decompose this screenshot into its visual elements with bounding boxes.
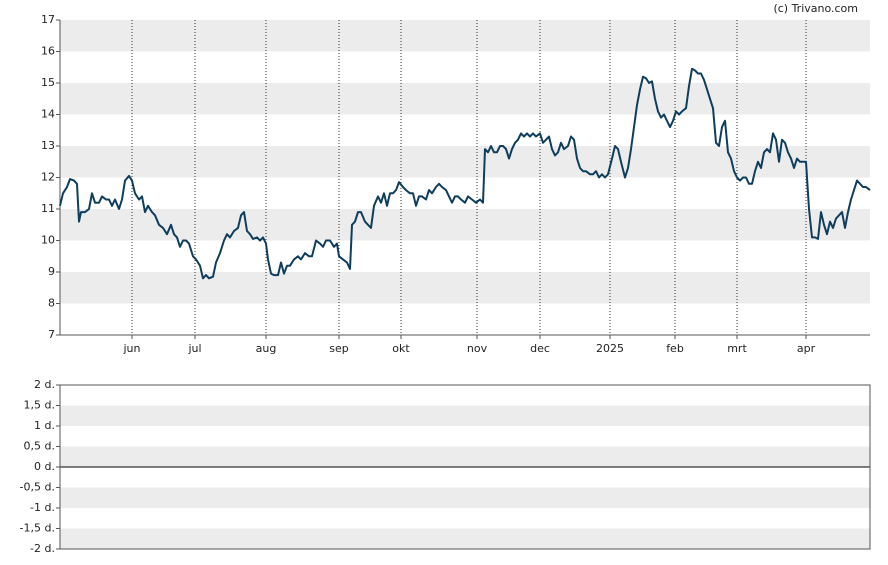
y-tick-label: -0,5 d.	[20, 481, 55, 494]
grid-band	[60, 528, 870, 549]
y-tick-label: 12	[41, 171, 55, 184]
x-tick-label: 2025	[596, 342, 624, 355]
y-tick-label: 17	[41, 13, 55, 26]
y-tick-label: 11	[41, 202, 55, 215]
y-tick-label: 13	[41, 139, 55, 152]
y-tick-label: 0,5 d.	[24, 440, 55, 453]
y-tick-label: 1 d.	[34, 419, 55, 432]
y-tick-label: 15	[41, 76, 55, 89]
attribution: (c) Trivano.com	[773, 2, 858, 15]
y-tick-label: 14	[41, 108, 55, 121]
grid-band	[60, 146, 870, 178]
x-tick-label: jul	[187, 342, 201, 355]
x-tick-label: mrt	[727, 342, 747, 355]
x-tick-label: dec	[530, 342, 550, 355]
y-tick-label: 7	[48, 328, 55, 341]
y-tick-label: 16	[41, 45, 55, 58]
x-tick-label: sep	[329, 342, 348, 355]
grid-band	[60, 487, 870, 508]
grid-band	[60, 446, 870, 467]
y-tick-label: 9	[48, 265, 55, 278]
x-tick-label: apr	[797, 342, 816, 355]
panel-frame	[59, 384, 871, 550]
y-tick-label: 10	[41, 234, 55, 247]
x-tick-label: aug	[256, 342, 277, 355]
price-line	[59, 67, 871, 280]
grid-band	[60, 272, 870, 304]
y-tick-label: -1 d.	[30, 501, 55, 514]
y-tick-label: 1,5 d.	[24, 399, 55, 412]
y-tick-label: 2 d.	[34, 378, 55, 391]
x-tick-label: jun	[123, 342, 141, 355]
grid-band	[60, 405, 870, 426]
y-tick-label: 0 d.	[34, 460, 55, 473]
y-tick-label: -2 d.	[30, 542, 55, 555]
x-tick-label: nov	[467, 342, 488, 355]
grid-band	[60, 83, 870, 115]
grid-band	[60, 20, 870, 52]
y-tick-label: -1,5 d.	[20, 522, 55, 535]
grid-band	[60, 209, 870, 241]
x-tick-label: okt	[392, 342, 410, 355]
x-tick-label: feb	[666, 342, 684, 355]
y-tick-label: 8	[48, 297, 55, 310]
